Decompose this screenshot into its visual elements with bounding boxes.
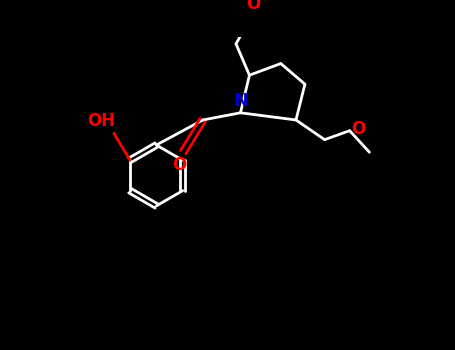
Text: O: O bbox=[352, 120, 366, 138]
Text: O: O bbox=[172, 156, 187, 174]
Text: OH: OH bbox=[87, 112, 116, 130]
Text: N: N bbox=[234, 92, 249, 110]
Text: O: O bbox=[246, 0, 260, 14]
